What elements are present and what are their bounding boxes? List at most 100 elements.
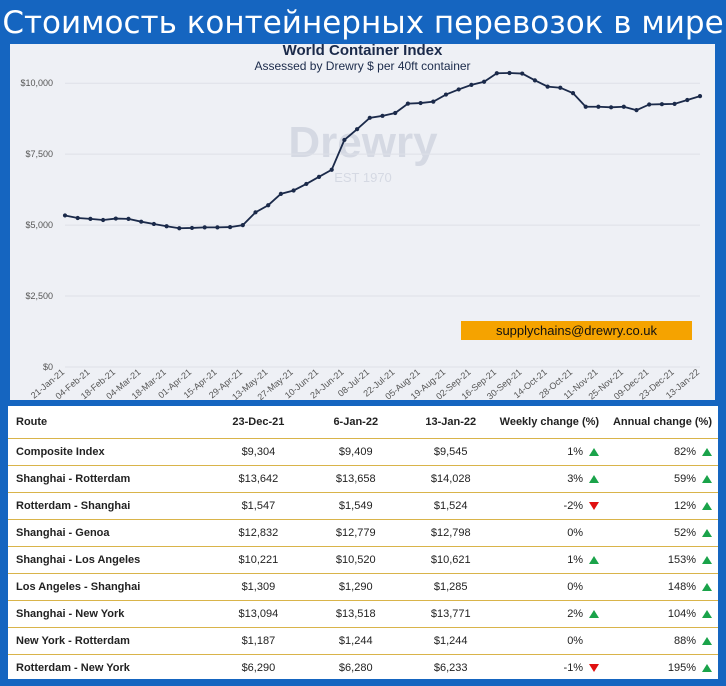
table-header-row: Route 23-Dec-21 6-Jan-22 13-Jan-22 Weekl…: [8, 406, 718, 439]
arrow-up-icon: [589, 610, 600, 619]
table-row: Rotterdam - Shanghai $1,547 $1,549 $1,524 -2…: [8, 492, 718, 520]
data-point: [634, 108, 639, 113]
data-point: [672, 101, 677, 107]
annual-change-value: 104%: [667, 608, 696, 620]
data-point: [621, 104, 626, 109]
rates-table-panel: Route 23-Dec-21 6-Jan-22 13-Jan-22 Weekl…: [8, 406, 718, 681]
arrow-up-icon: [702, 448, 712, 457]
value-13-jan-22: $13,771: [404, 600, 498, 628]
data-point: [570, 91, 576, 96]
value-13-jan-22: $1,285: [404, 573, 498, 601]
weekly-change-value: 0%: [567, 581, 584, 593]
y-tick-label: $7,500: [25, 149, 53, 159]
weekly-change-cell: 2%: [497, 600, 606, 628]
value-6-jan-22: $1,549: [307, 492, 405, 520]
weekly-change-value: 1%: [567, 446, 584, 458]
annual-change-cell: 195%: [605, 654, 718, 681]
table-row: Shanghai - Los Angeles $10,221 $10,520 $10,…: [8, 546, 718, 574]
rates-table: Route 23-Dec-21 6-Jan-22 13-Jan-22 Weekl…: [8, 406, 718, 681]
weekly-change-cell: 0%: [497, 519, 606, 547]
weekly-change-value: -2%: [563, 500, 584, 512]
data-point: [101, 217, 106, 223]
data-point: [685, 97, 690, 103]
header-23-dec-21: 23-Dec-21: [232, 416, 285, 428]
header-route: Route: [16, 416, 48, 428]
contact-email[interactable]: supplychains@drewry.co.uk: [461, 321, 692, 340]
watermark-logo: Drewry: [288, 118, 438, 167]
table-row: Rotterdam - New York $6,290 $6,280 $6,233 -1…: [8, 654, 718, 681]
header-annual-change: Annual change (%): [612, 416, 712, 428]
data-point: [609, 105, 614, 110]
route-cell: Los Angeles - Shanghai: [8, 573, 210, 601]
value-6-jan-22: $10,520: [307, 546, 405, 574]
header-6-jan-22: 6-Jan-22: [333, 416, 379, 428]
annual-change-cell: 52%: [605, 519, 718, 547]
annual-change-cell: 148%: [605, 573, 718, 601]
value-23-dec-21: $1,547: [209, 492, 308, 520]
arrow-up-icon: [702, 664, 712, 673]
data-point: [113, 216, 118, 221]
weekly-change-cell: -1%: [497, 654, 606, 681]
annual-change-value: 88%: [673, 635, 696, 647]
data-point: [304, 181, 309, 187]
data-point: [164, 224, 169, 229]
data-point: [583, 104, 588, 109]
y-tick-label: $10,000: [20, 78, 53, 88]
route-cell: Shanghai - New York: [8, 600, 210, 628]
value-6-jan-22: $6,280: [307, 654, 405, 681]
data-point: [291, 188, 296, 193]
arrow-up-icon: [589, 448, 600, 457]
arrow-up-icon: [702, 529, 712, 538]
table-row: Shanghai - New York $13,094 $13,518 $13,771…: [8, 600, 718, 628]
value-6-jan-22: $12,779: [307, 519, 405, 547]
route-cell: Rotterdam - New York: [8, 654, 210, 681]
weekly-change-cell: 1%: [497, 438, 606, 466]
weekly-change-value: 3%: [567, 473, 584, 485]
arrow-up-icon: [702, 556, 712, 565]
data-point: [431, 99, 436, 104]
data-point: [202, 225, 207, 230]
data-point: [316, 174, 322, 179]
arrow-up-icon: [589, 475, 600, 484]
data-point: [520, 71, 525, 76]
data-point: [507, 70, 512, 76]
data-point: [532, 78, 538, 83]
route-cell: Shanghai - Rotterdam: [8, 465, 210, 493]
table-row: Shanghai - Genoa $12,832 $12,779 $12,798 0% 5…: [8, 519, 718, 547]
data-point: [647, 102, 652, 107]
value-23-dec-21: $1,309: [209, 573, 308, 601]
annual-change-cell: 104%: [605, 600, 718, 628]
arrow-down-icon: [589, 502, 600, 511]
data-point: [367, 115, 372, 120]
annual-change-cell: 12%: [605, 492, 718, 520]
route-cell: Shanghai - Los Angeles: [8, 546, 210, 574]
header-weekly-change: Weekly change (%): [499, 416, 600, 428]
data-point: [355, 127, 360, 132]
weekly-change-value: 1%: [567, 554, 584, 566]
route-cell: Rotterdam - Shanghai: [8, 492, 210, 520]
data-point: [189, 225, 195, 231]
data-point: [545, 84, 550, 89]
data-point: [494, 71, 499, 76]
annual-change-value: 59%: [673, 473, 696, 485]
chart-subtitle: Assessed by Drewry $ per 40ft container: [254, 59, 471, 73]
value-6-jan-22: $1,290: [307, 573, 405, 601]
data-point: [405, 101, 410, 106]
arrow-up-icon: [702, 610, 712, 619]
data-point: [393, 110, 398, 116]
data-point: [177, 226, 182, 231]
data-point: [329, 167, 334, 172]
data-point: [380, 113, 385, 118]
annual-change-value: 52%: [673, 527, 696, 539]
data-point: [278, 191, 283, 196]
data-point: [88, 216, 93, 221]
route-cell: Composite Index: [8, 438, 210, 466]
value-23-dec-21: $13,094: [209, 600, 308, 628]
y-tick-label: $2,500: [25, 291, 53, 301]
data-point: [75, 215, 80, 221]
annual-change-cell: 82%: [605, 438, 718, 466]
value-6-jan-22: $9,409: [307, 438, 405, 466]
data-point: [139, 219, 144, 224]
value-6-jan-22: $1,244: [307, 627, 405, 655]
data-point: [62, 213, 68, 218]
